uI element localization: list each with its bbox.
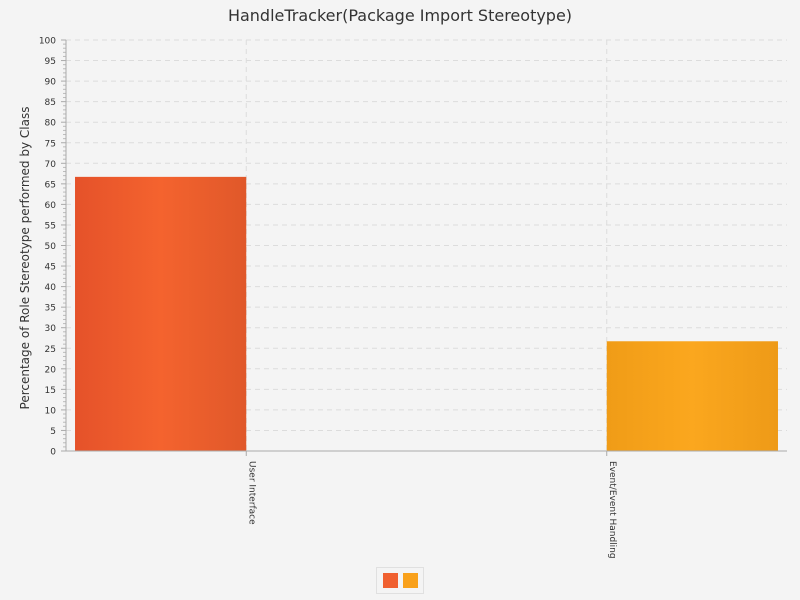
x-tick-label: User Interface <box>246 461 256 525</box>
y-tick-label: 35 <box>45 304 56 314</box>
y-tick-label: 55 <box>45 221 56 231</box>
y-tick-label: 60 <box>45 201 57 211</box>
y-tick-label: 20 <box>45 365 57 375</box>
axes: 0 5 10 15 20 25 30 35 40 45 50 55 60 65 70 75 80 85 90 95 10… <box>39 37 787 559</box>
y-tick-label: 100 <box>39 37 56 47</box>
legend-swatch <box>382 573 398 588</box>
y-tick-label: 95 <box>45 57 56 67</box>
x-tick-label: Event/Event Handling <box>607 461 617 559</box>
y-tick-label: 0 <box>50 448 56 458</box>
legend <box>376 567 424 594</box>
bars <box>75 176 778 451</box>
legend-swatch <box>402 573 418 588</box>
y-tick-label: 10 <box>45 406 57 416</box>
y-tick-label: 45 <box>45 263 56 273</box>
y-tick-label: 65 <box>45 180 56 190</box>
y-tick-label: 80 <box>45 119 57 129</box>
chart-title: HandleTracker(Package Import Stereotype) <box>227 6 573 25</box>
bar-user-interface <box>75 176 247 451</box>
y-tick-label: 40 <box>45 283 57 293</box>
y-tick-label: 30 <box>45 324 57 334</box>
y-tick-label: 50 <box>45 242 57 252</box>
y-tick-label: 90 <box>45 78 57 88</box>
y-tick-label: 5 <box>50 427 56 437</box>
y-tick-label: 75 <box>45 139 56 149</box>
y-tick-label: 85 <box>45 98 56 108</box>
y-tick-label: 25 <box>45 345 56 355</box>
bar-event-event-handling <box>606 341 778 451</box>
y-tick-label: 15 <box>45 386 56 396</box>
y-tick-label: 70 <box>45 160 57 170</box>
